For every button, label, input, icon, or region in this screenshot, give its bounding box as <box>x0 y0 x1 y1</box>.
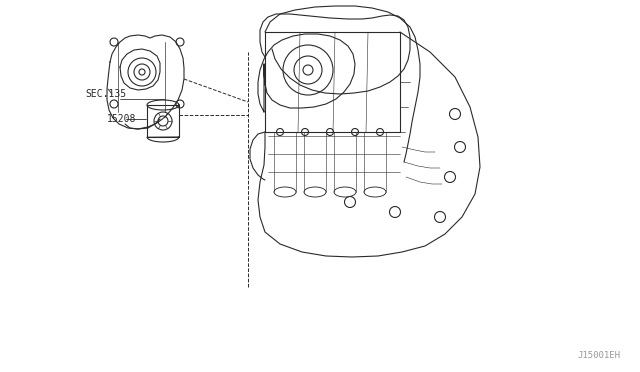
Text: J15001EH: J15001EH <box>577 351 620 360</box>
Text: SEC.135: SEC.135 <box>85 89 126 99</box>
Text: 15208: 15208 <box>107 114 136 124</box>
